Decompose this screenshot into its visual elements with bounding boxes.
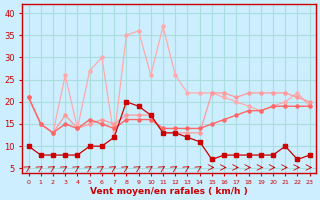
X-axis label: Vent moyen/en rafales ( km/h ): Vent moyen/en rafales ( km/h ): [90, 187, 248, 196]
